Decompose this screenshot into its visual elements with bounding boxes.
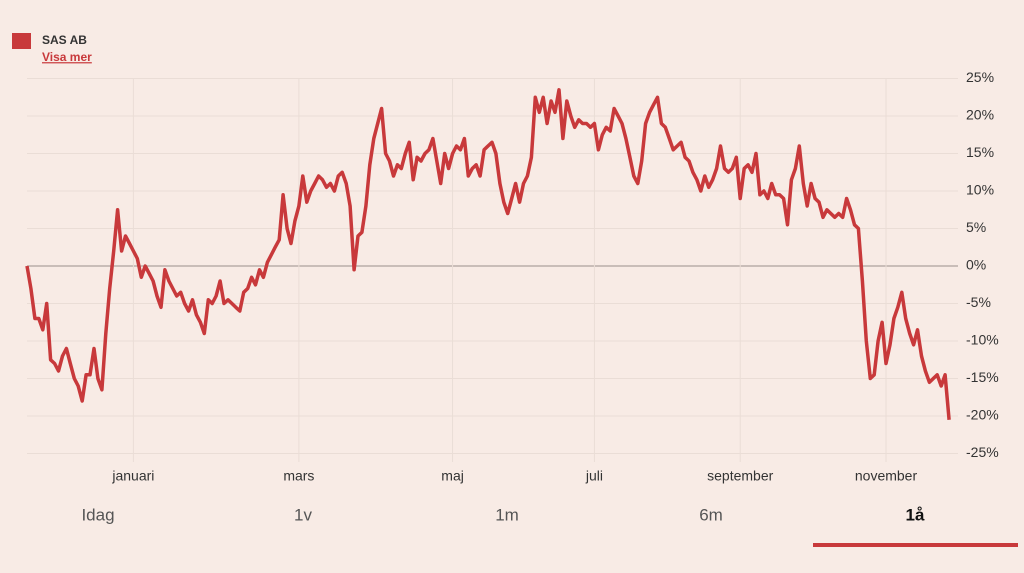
x-tick-label: juli xyxy=(585,468,603,484)
range-button[interactable]: 6m xyxy=(699,505,723,524)
y-tick-label: -20% xyxy=(966,407,999,423)
x-tick-label: januari xyxy=(111,468,154,484)
y-tick-label: -5% xyxy=(966,294,991,310)
x-tick-label: november xyxy=(855,468,918,484)
x-tick-label: september xyxy=(707,468,773,484)
y-tick-label: 25% xyxy=(966,69,994,85)
range-button[interactable]: 1å xyxy=(906,505,925,524)
more-link[interactable]: Visa mer xyxy=(42,50,92,64)
range-button[interactable]: Idag xyxy=(81,505,114,524)
range-button[interactable]: 1m xyxy=(495,505,519,524)
range-selector: Idag 1v 1m 6m 1å xyxy=(81,505,1018,547)
plot xyxy=(25,88,951,420)
y-tick-label: -15% xyxy=(966,369,999,385)
legend-label: SAS AB xyxy=(42,33,87,47)
x-tick-label: mars xyxy=(283,468,314,484)
y-tick-label: 5% xyxy=(966,219,986,235)
y-tick-label: 0% xyxy=(966,257,986,273)
y-tick-label: 15% xyxy=(966,144,994,160)
y-tick-label: 10% xyxy=(966,182,994,198)
y-tick-label: 20% xyxy=(966,107,994,123)
range-indicator xyxy=(813,543,1018,547)
price-line xyxy=(25,88,951,420)
grid: 25% 20% 15% 10% 5% 0% -5% -10% -15% -20% -25% janua… xyxy=(27,69,999,484)
legend-swatch xyxy=(12,33,31,49)
y-tick-label: -10% xyxy=(966,332,999,348)
range-button[interactable]: 1v xyxy=(294,505,312,524)
y-tick-label: -25% xyxy=(966,444,999,460)
x-tick-label: maj xyxy=(441,468,464,484)
